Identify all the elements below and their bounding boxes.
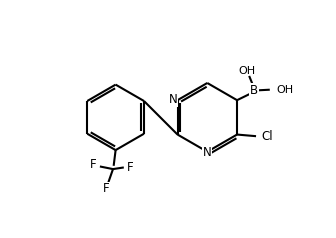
Text: N: N (203, 146, 212, 159)
Text: OH: OH (238, 66, 255, 76)
Text: F: F (127, 161, 133, 174)
Text: F: F (102, 182, 109, 195)
Text: B: B (250, 84, 258, 97)
Text: Cl: Cl (261, 130, 272, 143)
Text: F: F (90, 158, 97, 171)
Text: N: N (169, 93, 178, 106)
Text: OH: OH (276, 85, 293, 95)
